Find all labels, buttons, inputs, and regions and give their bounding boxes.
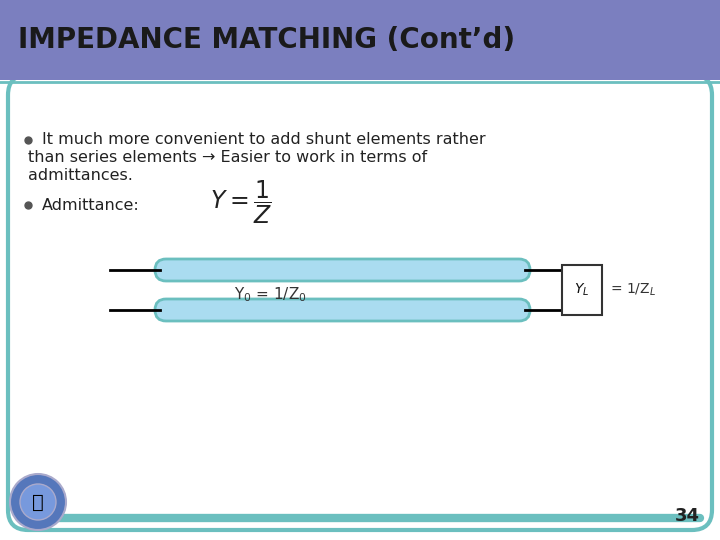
Text: Admittance:: Admittance:	[42, 198, 140, 213]
Text: than series elements → Easier to work in terms of: than series elements → Easier to work in…	[28, 151, 427, 165]
Text: $Y = \dfrac{1}{Z}$: $Y = \dfrac{1}{Z}$	[210, 178, 272, 226]
Bar	[562, 265, 602, 315]
FancyBboxPatch shape	[155, 299, 530, 321]
FancyBboxPatch shape	[0, 0, 720, 80]
FancyBboxPatch shape	[8, 75, 712, 530]
Text: It much more convenient to add shunt elements rather: It much more convenient to add shunt ele…	[42, 132, 485, 147]
Text: 34: 34	[675, 507, 700, 525]
Circle shape	[10, 474, 66, 530]
FancyBboxPatch shape	[155, 259, 530, 281]
Circle shape	[20, 484, 56, 520]
Text: 🌐: 🌐	[32, 492, 44, 511]
Text: IMPEDANCE MATCHING (Cont’d): IMPEDANCE MATCHING (Cont’d)	[18, 26, 515, 54]
Text: = 1/Z$_L$: = 1/Z$_L$	[610, 282, 656, 298]
Text: admittances.: admittances.	[28, 168, 133, 184]
Text: Y$_L$: Y$_L$	[575, 282, 590, 298]
Text: Y$_0$ = 1/Z$_0$: Y$_0$ = 1/Z$_0$	[233, 286, 307, 305]
